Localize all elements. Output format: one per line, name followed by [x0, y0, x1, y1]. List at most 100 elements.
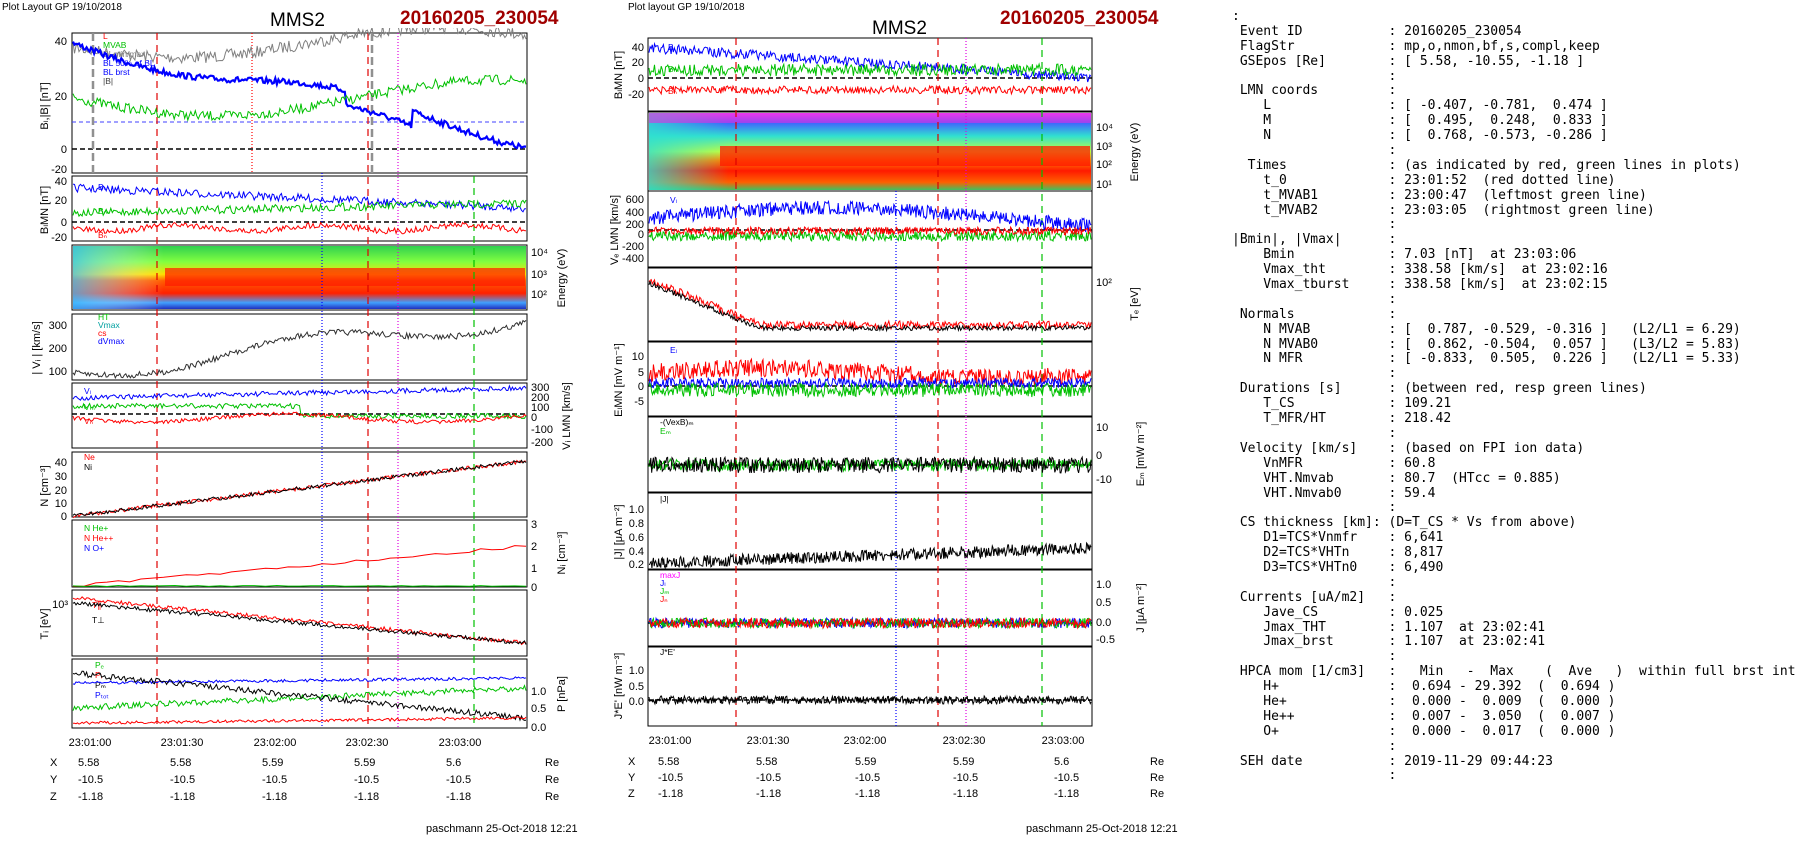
- mid-ylabels: BₗMN [nT] Vₑ LMN [km/s] EₗMN [mV m⁻¹] |J…: [610, 51, 1147, 719]
- summary-line: Vmax_tht : 338.58 [km/s] at 23:02:16: [1232, 262, 1608, 278]
- p2-tick-40: 40: [55, 176, 67, 188]
- summary-line: :: [1232, 500, 1397, 516]
- summary-line: D2=TCS*VHTn : 8,817: [1232, 545, 1444, 561]
- p4-tick-300: 300: [49, 320, 67, 332]
- mid-right-ytick-labels: 10⁴ 10³ 10² 10¹ 10² 10 0 -10 1.0 0.5 0.0…: [1096, 122, 1115, 646]
- summary-line: :: [1232, 768, 1397, 784]
- p7-legend-he: N He+: [84, 523, 108, 533]
- m8-legend-maxj: maxJ: [660, 570, 680, 580]
- m8-tick-m05: -0.5: [1096, 634, 1115, 646]
- summary-line: VHT.Nmvab0 : 59.4: [1232, 485, 1436, 501]
- p1-tick-m20: -20: [51, 164, 67, 176]
- mid-pos-z-1: -1.18: [756, 788, 781, 800]
- m3-tick-m200: -200: [622, 241, 644, 253]
- p3-tick-1e2: 10²: [531, 289, 547, 301]
- p9-legend-pi: Pᵢ: [95, 670, 102, 680]
- mid-pos-x-2: 5.59: [855, 756, 876, 768]
- trace-te-red: [648, 278, 1092, 331]
- summary-line: :: [1232, 366, 1397, 382]
- left-tick-t4: 23:03:00: [439, 737, 482, 749]
- left-pos-z-2: -1.18: [262, 791, 287, 803]
- p1-ylabel: Bₗ,|B| [nT]: [39, 82, 51, 129]
- m1-tick-m20: -20: [628, 89, 644, 101]
- mid-pos-y-0: -10.5: [658, 772, 683, 784]
- p8-ylabel: Tᵢ [eV]: [39, 608, 51, 639]
- trace-m1-bn: [648, 84, 1092, 96]
- trace-m1-bl: [648, 41, 1092, 83]
- trace-em-black: [648, 455, 1092, 474]
- p7-tick-1: 1: [531, 563, 537, 575]
- mid-vertical-markers: [735, 38, 1043, 726]
- m5-tick-10: 10: [632, 351, 644, 363]
- m9-tick-10: 1.0: [629, 665, 644, 677]
- left-pos-y-unit: Re: [545, 774, 559, 786]
- m9-tick-05: 0.5: [629, 681, 644, 693]
- m8-tick-00: 0.0: [1096, 617, 1111, 629]
- m8-legend-jm: Jₘ: [660, 586, 670, 596]
- left-data-traces: [72, 28, 527, 725]
- trace-hepp: [72, 545, 527, 587]
- m2-ylabel: Energy (eV): [1129, 123, 1141, 182]
- summary-line: O+ : 0.000 - 0.017 ( 0.000 ): [1232, 723, 1616, 739]
- left-pos-y-4: -10.5: [446, 774, 471, 786]
- summary-line: VHT.Nmvab : 80.7 (HTcc = 0.885): [1232, 470, 1561, 486]
- p1-tick-20: 20: [55, 91, 67, 103]
- summary-line: FlagStr : mp,o,nmon,bf,s,compl,keep: [1232, 38, 1600, 54]
- p4-legend-dvmax: dVmax: [98, 336, 125, 346]
- m2-tick-1e3: 10³: [1096, 141, 1112, 153]
- ion-spectrogram-core: [165, 268, 525, 286]
- p1-legend-absb: |B|: [103, 76, 113, 86]
- p4-legend-cs: cs: [98, 328, 107, 338]
- p5-tick-0: 0: [531, 412, 537, 424]
- left-pos-x-2: 5.59: [262, 757, 283, 769]
- m6-tick-m10: -10: [1096, 474, 1112, 486]
- m7-tick-10: 1.0: [629, 504, 644, 516]
- left-pos-x-label: X: [50, 757, 58, 769]
- left-pos-y-3: -10.5: [354, 774, 379, 786]
- left-pos-z-0: -1.18: [78, 791, 103, 803]
- left-vertical-markers: [91, 33, 475, 728]
- summary-line: N MFR : [ -0.833, 0.505, 0.226 ] (L2/L1 …: [1232, 351, 1741, 367]
- trace-pe: [72, 684, 527, 712]
- p4-legend-vmax: Vmax: [98, 320, 120, 330]
- spacecraft-title-mid: MMS2: [872, 18, 927, 39]
- left-pos-y-label: Y: [50, 774, 58, 786]
- trace-m1-bm: [648, 62, 1092, 78]
- p4-legend-ht: HT: [98, 312, 109, 322]
- trace-bl-brst: [72, 41, 527, 150]
- mid-pos-x-3: 5.59: [953, 756, 974, 768]
- mid-tick-t1: 23:01:30: [747, 735, 790, 747]
- p4-tick-200: 200: [49, 343, 67, 355]
- p2-tick-20: 20: [55, 195, 67, 207]
- spacecraft-title-left: MMS2: [270, 10, 325, 31]
- trace-pi: [72, 716, 527, 725]
- m6-tick-10: 10: [1096, 422, 1108, 434]
- p8-legend-tperp: T⊥: [92, 615, 105, 625]
- mid-tick-t3: 23:02:30: [943, 735, 986, 747]
- left-pos-x-unit: Re: [545, 757, 559, 769]
- m9-ylabel: J*E' [nW m⁻³]: [613, 653, 625, 720]
- summary-line: GSEpos [Re] : [ 5.58, -10.55, -1.18 ]: [1232, 53, 1585, 69]
- m5-tick-5: 5: [638, 367, 644, 379]
- summary-line: t_0 : 23:01:52 (red dotted line): [1232, 172, 1616, 188]
- p6-ylabel: N [cm⁻³]: [39, 465, 51, 506]
- mid-pos-y-2: -10.5: [855, 772, 880, 784]
- summary-line: He+ : 0.000 - 0.009 ( 0.000 ): [1232, 693, 1616, 709]
- p6-legend-ni: Ni: [84, 462, 92, 472]
- p1-legend-mvab: MVAB: [103, 40, 127, 50]
- summary-line: :: [1232, 217, 1397, 233]
- mid-pos-y-unit: Re: [1150, 772, 1164, 784]
- summary-line: Jave_CS : 0.025: [1232, 604, 1444, 620]
- m2-tick-1e2: 10²: [1096, 159, 1112, 171]
- mid-pos-x-1: 5.58: [756, 756, 777, 768]
- summary-line: N MVAB : [ 0.787, -0.529, -0.316 ] (L2/L…: [1232, 321, 1741, 337]
- m3-tick-0: 0: [638, 229, 644, 241]
- left-time-ticks: 23:01:00 23:01:30 23:02:00 23:02:30 23:0…: [69, 737, 482, 749]
- footer-mid: paschmann 25-Oct-2018 12:21: [1026, 823, 1178, 835]
- trace-p2-bl: [72, 183, 527, 213]
- p3-tick-1e4: 10⁴: [531, 247, 548, 259]
- p5-tick-m200: -200: [531, 437, 553, 449]
- left-pos-x-4: 5.6: [446, 757, 461, 769]
- event-summary: : Event ID : 20160205_230054 FlagStr : m…: [1232, 9, 1802, 784]
- m7-tick-04: 0.4: [629, 546, 644, 558]
